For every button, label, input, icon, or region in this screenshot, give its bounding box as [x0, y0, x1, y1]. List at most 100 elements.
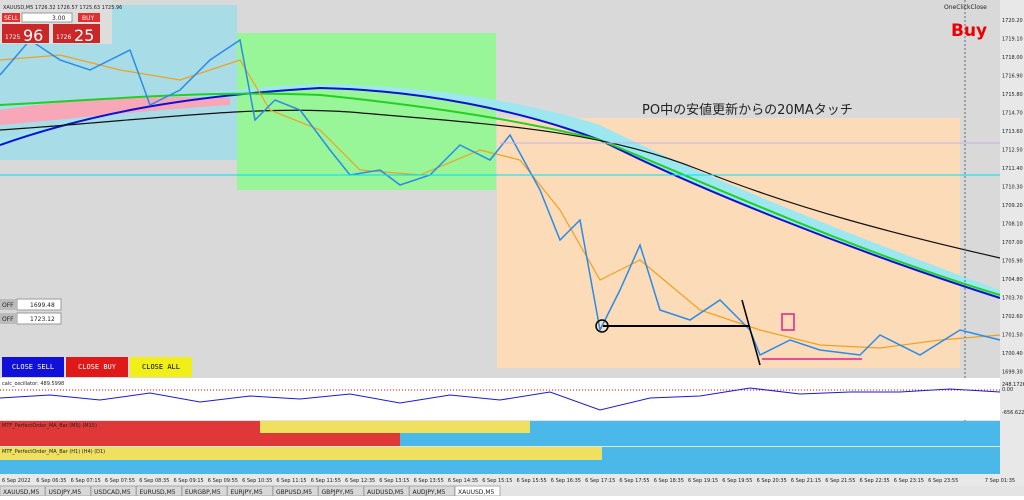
- time-label: 6 Sep 15:15: [482, 478, 512, 484]
- price-label: 1715.80: [1002, 92, 1023, 98]
- tab-label: GBPJPY,M5: [322, 489, 354, 496]
- price-label: 1710.30: [1002, 185, 1023, 191]
- time-label: 6 Sep 22:35: [860, 478, 890, 484]
- price-label: 1709.20: [1002, 203, 1023, 209]
- price-label: 1703.70: [1002, 296, 1023, 302]
- osc-tick: -656.622: [1002, 410, 1024, 416]
- bar-red: [0, 433, 400, 446]
- time-label: 6 Sep 23:15: [894, 478, 924, 484]
- osc-tick: 248.1726: [1002, 382, 1024, 388]
- tab-label: XAUUSD,M5: [458, 489, 495, 496]
- buy-big: 1726: [56, 34, 71, 41]
- symbol-info: XAUUSD,M5 1726.32 1726.57 1725.63 1725.9…: [3, 5, 122, 11]
- price-label: 1699.30: [1002, 370, 1023, 376]
- bars-label-2: MTF_PerfectOrder_MA_Bar (H1) (H4) (D1): [2, 449, 105, 455]
- order-state-label: OFF: [2, 302, 14, 309]
- time-label: 6 Sep 08:35: [139, 478, 169, 484]
- price-label: 1712.50: [1002, 148, 1023, 154]
- time-label: 6 Sep 09:55: [208, 478, 238, 484]
- tab-label: EURGBP,M5: [185, 489, 221, 496]
- order-price: 1699.48: [30, 302, 55, 309]
- time-label: 6 Sep 16:35: [551, 478, 581, 484]
- price-label: 1700.40: [1002, 351, 1023, 357]
- sell-label: SELL: [4, 15, 19, 22]
- oscillator-line: [0, 387, 1001, 411]
- time-label: 6 Sep 21:55: [825, 478, 855, 484]
- time-label: 6 Sep 23:55: [928, 478, 958, 484]
- marker-box: [781, 313, 795, 331]
- time-label: 6 Sep 13:55: [414, 478, 444, 484]
- sell-price-box[interactable]: [2, 24, 49, 43]
- tab-label: AUDUSD,M5: [367, 489, 404, 496]
- price-label: 1701.50: [1002, 333, 1023, 339]
- sell-big: 1725: [5, 34, 20, 41]
- time-label: 6 Sep 09:15: [174, 478, 204, 484]
- lot: 3.00: [52, 15, 66, 22]
- close-button-label: CLOSE BUY: [78, 363, 117, 371]
- arrow: [741, 299, 761, 366]
- buy-price-box[interactable]: [53, 24, 100, 43]
- time-label: 6 Sep 17:15: [585, 478, 615, 484]
- ma-blue: [0, 86, 1001, 299]
- time-label: 6 Sep 10:35: [242, 478, 272, 484]
- close-button-label: CLOSE ALL: [142, 363, 180, 371]
- price-label: 1718.00: [1002, 55, 1023, 61]
- ma-cloud-pink: [0, 97, 230, 125]
- time-label: 6 Sep 12:35: [345, 478, 375, 484]
- price-label: 1707.00: [1002, 240, 1023, 246]
- tab-label: USDJPY,M5: [49, 489, 82, 496]
- ma-green: [0, 92, 1001, 296]
- close-button-label: CLOSE SELL: [12, 363, 54, 371]
- price-label: 1704.80: [1002, 277, 1023, 283]
- price-label: 1716.90: [1002, 74, 1023, 80]
- zone-peach: [497, 118, 960, 368]
- close-button[interactable]: [2, 357, 64, 377]
- order-price: 1723.12: [30, 316, 55, 323]
- sell-button[interactable]: [2, 13, 20, 22]
- price-label: 1714.70: [1002, 111, 1023, 117]
- price-label: 1702.60: [1002, 314, 1023, 320]
- time-label: 6 Sep 19:55: [722, 478, 752, 484]
- close-button[interactable]: [66, 357, 128, 377]
- close-button[interactable]: [130, 357, 192, 377]
- buy-button[interactable]: [78, 13, 100, 22]
- ma-orange: [0, 54, 1001, 349]
- price-axis: [1000, 0, 1024, 474]
- tab-label: EURUSD,M5: [140, 489, 176, 496]
- price-label: 1719.10: [1002, 37, 1023, 43]
- bar-red-top: [0, 421, 260, 433]
- time-label: 6 Sep 20:35: [757, 478, 787, 484]
- tab-label: XAUUSD,M5: [3, 489, 40, 496]
- bars-label-1: MTF_PerfectOrder_MA_Bar (M5) (M15): [2, 423, 97, 429]
- annotation: PO中の安値更新からの20MAタッチ: [642, 102, 853, 118]
- order-state-label: OFF: [2, 316, 14, 323]
- bar-yellow: [0, 447, 602, 460]
- tab-label: GBPUSD,M5: [276, 489, 312, 496]
- buy-small: 25: [74, 26, 94, 45]
- oscillator-pane: [0, 378, 1000, 420]
- time-label: 6 Sep 17:55: [619, 478, 649, 484]
- price-label: 1713.60: [1002, 129, 1023, 135]
- time-label: 6 Sep 11:15: [276, 478, 306, 484]
- order-price-box[interactable]: [16, 312, 62, 325]
- price-label: 1711.40: [1002, 166, 1023, 172]
- order-state[interactable]: [0, 299, 16, 310]
- order-price-box[interactable]: [16, 298, 62, 311]
- signal: Buy: [951, 21, 987, 41]
- time-label: 6 Sep 2022: [2, 478, 31, 484]
- time-label: 6 Sep 21:15: [791, 478, 821, 484]
- oscillator-label: calc_oscillator: 489.5998: [2, 381, 64, 387]
- time-label: 7 Sep 01:35: [985, 478, 1015, 484]
- sell-small: 96: [23, 26, 43, 45]
- order-state[interactable]: [0, 313, 16, 324]
- one-click-close[interactable]: OneClickClose: [944, 4, 987, 11]
- time-label: 6 Sep 06:35: [36, 478, 66, 484]
- price-path: [0, 38, 1001, 357]
- time-label: 6 Sep 13:15: [379, 478, 409, 484]
- ma-black: [0, 109, 1001, 259]
- tab-label: USDCAD,M5: [94, 489, 131, 496]
- lot-input[interactable]: [21, 12, 73, 23]
- time-label: 6 Sep 14:35: [448, 478, 478, 484]
- time-label: 6 Sep 19:15: [688, 478, 718, 484]
